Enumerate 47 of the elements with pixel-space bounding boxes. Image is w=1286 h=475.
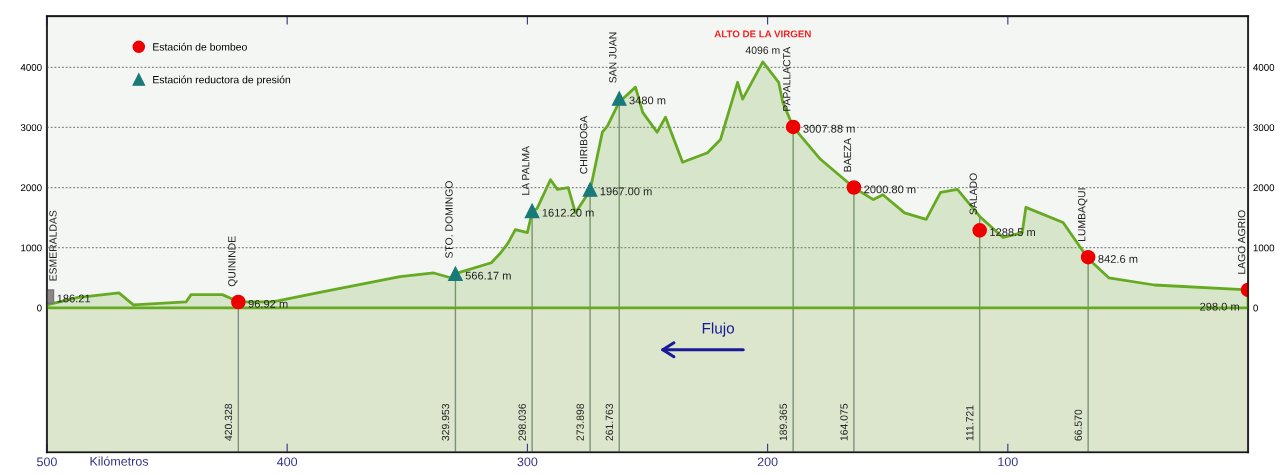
annotation: PAPALLACTA bbox=[783, 46, 791, 111]
x-tick-label: 200 bbox=[757, 457, 778, 467]
data-label: 1612.20 m bbox=[542, 208, 594, 217]
legend-label: Estación de bombeo bbox=[153, 42, 247, 51]
y2-tick-label: 3000 bbox=[1253, 124, 1275, 132]
ref-line-label: 298.036 bbox=[518, 403, 526, 441]
y-tick-label: 3000 bbox=[20, 124, 42, 132]
x-tick-label: 100 bbox=[998, 457, 1018, 467]
annotation: SALADO bbox=[969, 173, 977, 215]
data-label: 842.6 m bbox=[1098, 255, 1138, 263]
annotation: LA PALMA bbox=[522, 146, 530, 195]
annotation: CHIRIBOGA bbox=[579, 115, 588, 174]
annotation: Flujo bbox=[702, 322, 735, 337]
y-tick-label: 4000 bbox=[20, 64, 42, 71]
y2-tick-label: 2000 bbox=[1253, 184, 1275, 192]
y-tick-label: 2000 bbox=[20, 184, 42, 192]
ref-line-label: 189.365 bbox=[779, 403, 787, 441]
annotation: LAGO AGRIO bbox=[1237, 210, 1246, 274]
ref-line-label: 273.898 bbox=[576, 403, 584, 441]
legend-label: Estación reductora de presión bbox=[153, 75, 291, 86]
annotation: LUMBAQUI bbox=[1078, 188, 1088, 242]
y-tick-label: 1000 bbox=[21, 244, 42, 252]
data-label: 1967.00 m bbox=[600, 187, 652, 196]
ref-line-label: 329.953 bbox=[441, 403, 450, 441]
annotation: ALTO DE LA VIRGEN bbox=[714, 30, 811, 38]
annotation: SAN JUAN bbox=[609, 32, 617, 83]
ref-line-label: 420.328 bbox=[224, 403, 233, 441]
x-tick-label: 500 bbox=[37, 457, 57, 467]
data-label: 3007.88 m bbox=[803, 124, 855, 133]
ref-line-label: 111.721 bbox=[966, 405, 974, 441]
y-tick-label: 0 bbox=[37, 304, 42, 312]
data-label: 566.17 m bbox=[465, 271, 511, 280]
y2-tick-label: 4000 bbox=[1253, 64, 1275, 71]
y2-tick-label: 1000 bbox=[1253, 244, 1275, 252]
annotation: 4096 m bbox=[745, 46, 780, 54]
annotation: STO. DOMINGO bbox=[445, 181, 453, 259]
annotation: QUININDE bbox=[228, 236, 238, 287]
x-axis-title: Kilómetros bbox=[90, 456, 149, 466]
annotation: BAEZA bbox=[843, 138, 852, 172]
data-label: 2000.80 m bbox=[864, 185, 916, 194]
ref-line-label: 66.570 bbox=[1074, 409, 1082, 441]
ref-line-label: 261.763 bbox=[605, 403, 614, 441]
annotation: ESMERALDAS bbox=[49, 210, 57, 281]
x-tick-label: 300 bbox=[517, 457, 538, 467]
x-tick-label: 400 bbox=[277, 457, 298, 467]
y2-tick-label: 0 bbox=[1253, 304, 1258, 312]
ref-line-label: 164.075 bbox=[840, 403, 848, 441]
